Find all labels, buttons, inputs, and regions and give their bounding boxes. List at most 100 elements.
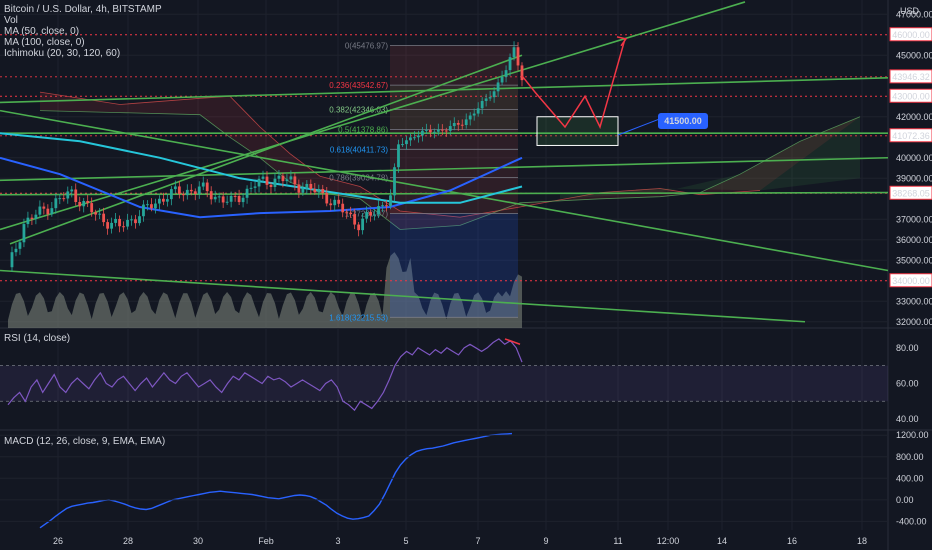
candle-body bbox=[420, 130, 424, 136]
time-tick: 28 bbox=[123, 536, 133, 546]
fib-label: 1.618(32215.53) bbox=[329, 313, 388, 322]
candle-body bbox=[365, 212, 369, 219]
candle-body bbox=[181, 193, 185, 196]
candle-body bbox=[317, 189, 321, 193]
candle-body bbox=[18, 242, 22, 249]
candle-body bbox=[369, 212, 372, 216]
candle-body bbox=[134, 219, 137, 224]
price-tick: 39000.00 bbox=[896, 173, 932, 183]
legend-ichimoku[interactable]: Ichimoku (20, 30, 120, 60) bbox=[4, 48, 121, 59]
time-axis[interactable]: 26 28 30 Feb 3 5 7 9 11 12:00 14 16 18 bbox=[53, 536, 867, 546]
candle-body bbox=[106, 222, 110, 229]
candle-body bbox=[110, 222, 113, 229]
candle-body bbox=[185, 189, 189, 196]
candle-body bbox=[385, 205, 388, 207]
candle-body bbox=[508, 57, 512, 71]
currency-label: USD bbox=[900, 6, 920, 16]
time-tick: 5 bbox=[403, 536, 408, 546]
candle-body bbox=[118, 218, 121, 227]
candle-body bbox=[98, 213, 102, 215]
candle-body bbox=[150, 204, 153, 209]
candle-body bbox=[14, 248, 18, 253]
projection-arrowhead bbox=[616, 36, 628, 47]
candle-body bbox=[213, 196, 217, 200]
annotation-label-box bbox=[658, 113, 708, 129]
price-tick: 37000.00 bbox=[896, 214, 932, 224]
candle-body bbox=[424, 129, 428, 131]
candle-body bbox=[349, 212, 353, 215]
candle-body bbox=[205, 182, 209, 192]
candle-body bbox=[50, 208, 54, 215]
candle-body bbox=[440, 129, 444, 131]
candle-body bbox=[142, 204, 145, 217]
candle-body bbox=[353, 214, 357, 225]
legend-ma50[interactable]: MA (50, close, 0) bbox=[4, 26, 80, 37]
candle-body bbox=[257, 178, 261, 187]
volume-area bbox=[8, 252, 522, 328]
candle-body bbox=[90, 203, 94, 213]
candle-body bbox=[305, 183, 309, 189]
macd-line bbox=[39, 432, 513, 529]
legend-vol[interactable]: Vol bbox=[4, 15, 18, 26]
macd-tick: 1200.00 bbox=[896, 430, 929, 440]
macd-tick: -400.00 bbox=[896, 516, 927, 526]
candle-body bbox=[169, 189, 173, 200]
price-label: 38268.05 bbox=[892, 188, 930, 198]
volume-fill bbox=[8, 252, 522, 328]
time-tick: 11 bbox=[613, 536, 622, 546]
legend-rsi[interactable]: RSI (14, close) bbox=[4, 333, 71, 344]
candle-body bbox=[401, 144, 404, 146]
candle-body bbox=[154, 203, 157, 209]
candle-body bbox=[432, 131, 436, 133]
rsi-divergence bbox=[504, 338, 521, 345]
legend-ma100[interactable]: MA (100, close, 0) bbox=[4, 37, 85, 48]
candle-body bbox=[436, 129, 440, 132]
candle-body bbox=[42, 206, 46, 209]
price-tick: 32000.00 bbox=[896, 317, 932, 327]
price-axis[interactable]: 32000.00 33000.00 35000.00 36000.00 37000.00… bbox=[889, 9, 932, 327]
legend-macd[interactable]: MACD (12, 26, close, 9, EMA, EMA) bbox=[4, 436, 166, 447]
symbol-title[interactable]: Bitcoin / U.S. Dollar, 4h, BITSTAMP bbox=[4, 4, 162, 15]
trendlines bbox=[0, 1, 889, 323]
candle-body bbox=[94, 212, 98, 215]
candle-body bbox=[321, 189, 325, 194]
candle-body bbox=[70, 189, 74, 192]
price-label-box bbox=[889, 88, 932, 103]
candle-body bbox=[54, 198, 58, 209]
rsi-tick: 60.00 bbox=[896, 378, 919, 388]
candle-body bbox=[413, 137, 416, 139]
candle-body bbox=[325, 193, 329, 204]
candle-body bbox=[130, 219, 133, 221]
candle-body bbox=[389, 195, 392, 207]
trendline bbox=[0, 109, 889, 272]
trendline bbox=[0, 77, 889, 104]
candle-body bbox=[393, 167, 396, 196]
candle-body bbox=[345, 212, 349, 214]
candle-body bbox=[62, 198, 66, 200]
candle-body bbox=[197, 186, 201, 195]
candle-body bbox=[58, 198, 62, 200]
candle-body bbox=[492, 91, 496, 98]
candle-body bbox=[114, 218, 117, 223]
trendline bbox=[0, 269, 806, 323]
price-label-box bbox=[889, 69, 932, 84]
annotations: 41500.00 bbox=[521, 36, 708, 146]
trendline bbox=[0, 1, 746, 231]
candle-body bbox=[361, 218, 365, 231]
price-tick: 47000.00 bbox=[896, 9, 932, 19]
candle-body bbox=[66, 191, 70, 199]
candle-body bbox=[158, 198, 161, 204]
candle-body bbox=[289, 176, 293, 180]
candle-body bbox=[500, 76, 504, 83]
candle-body bbox=[225, 201, 229, 203]
rsi-pane: 40.00 60.00 80.00 bbox=[0, 338, 919, 424]
candle-body bbox=[273, 178, 277, 187]
candle-body bbox=[309, 183, 313, 190]
cloud-green bbox=[560, 116, 860, 199]
candle-body bbox=[397, 144, 400, 168]
candle-body bbox=[189, 189, 193, 192]
candle-body bbox=[193, 191, 197, 195]
label-pointer bbox=[617, 118, 661, 136]
